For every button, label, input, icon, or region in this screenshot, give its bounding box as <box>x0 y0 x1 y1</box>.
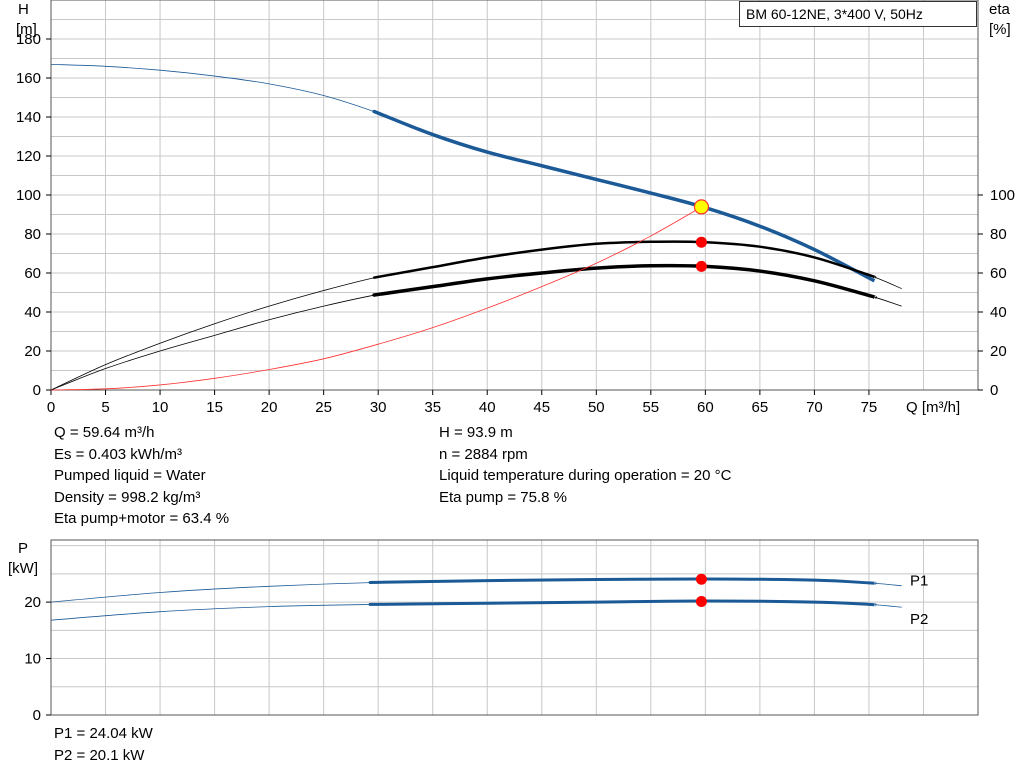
info-head: H = 93.9 m <box>439 424 513 441</box>
info-eta-total: Eta pump+motor = 63.4 % <box>54 510 230 528</box>
x-tick-label: 30 <box>370 399 387 416</box>
series-head-operating-range <box>372 109 876 283</box>
y-tick-label: 100 <box>16 187 41 204</box>
duty-point-head <box>693 199 710 215</box>
y-tick-label: 140 <box>16 109 41 126</box>
x-tick-label: 15 <box>206 399 223 416</box>
x-tick-label: 70 <box>806 399 823 416</box>
y-tick-label: 160 <box>16 70 41 87</box>
y-tick-label: 40 <box>24 304 41 321</box>
power-y-axis-title-line1: P <box>18 540 28 557</box>
power-series-label-P1: P1 <box>910 573 928 590</box>
x-tick-label: 45 <box>533 399 550 416</box>
x-tick-label: 65 <box>752 399 769 416</box>
x-tick-label: 25 <box>315 399 332 416</box>
main-grid <box>50 0 979 391</box>
series-eta_total-operating-range <box>372 263 877 299</box>
y-tick-label: 20 <box>24 343 41 360</box>
power-series-label-P2: P2 <box>910 611 928 628</box>
power-y-tick-label: 20 <box>24 594 41 611</box>
chart-title: BM 60-12NE, 3*400 V, 50Hz <box>739 1 977 27</box>
power-series-P2-operating-range <box>368 599 877 607</box>
power-y-tick-label: 10 <box>24 651 41 668</box>
duty-info-right: H = 93.9 m n = 2884 rpm Liquid temperatu… <box>439 422 731 508</box>
series-head-line <box>50 63 875 282</box>
y-axis-title-line1: H <box>18 1 29 18</box>
y-tick-label: 60 <box>24 265 41 282</box>
y2-tick-label: 0 <box>990 382 998 399</box>
x-tick-label: 50 <box>588 399 605 416</box>
power-info: P1 = 24.04 kW P2 = 20.1 kW <box>54 723 153 766</box>
y-tick-label: 0 <box>33 382 41 399</box>
series-eta_pump-operating-range <box>372 240 877 279</box>
series-eta_total-line <box>50 265 902 391</box>
x-tick-label: 0 <box>47 399 55 416</box>
x-axis-title: Q [m³/h] <box>906 399 960 416</box>
power-series-P1-operating-range <box>368 577 877 585</box>
x-tick-label: 40 <box>479 399 496 416</box>
power-series-P1-line <box>50 578 902 603</box>
y-tick-label: 120 <box>16 148 41 165</box>
y2-tick-label: 80 <box>990 226 1007 243</box>
info-density: Density = 998.2 kg/m³ <box>54 488 201 506</box>
power-duty-point <box>695 573 707 585</box>
y-axis-title-line2: [m] <box>16 21 37 38</box>
y2-axis-title-line1: eta <box>989 1 1011 18</box>
info-eta-pump: Eta pump = 75.8 % <box>439 488 567 506</box>
y-tick-label: 180 <box>16 31 41 48</box>
power-y-tick-label: 0 <box>33 707 41 724</box>
info-p2: P2 = 20.1 kW <box>54 746 145 764</box>
x-tick-label: 60 <box>697 399 714 416</box>
x-tick-label: 75 <box>861 399 878 416</box>
info-temperature: Liquid temperature during operation = 20… <box>439 467 732 485</box>
y2-tick-label: 100 <box>990 187 1015 204</box>
x-tick-label: 35 <box>424 399 441 416</box>
y2-axis-title-line2: [%] <box>989 21 1011 38</box>
info-liquid: Pumped liquid = Water <box>54 467 206 485</box>
info-p1: P1 = 24.04 kW <box>54 725 153 742</box>
duty-info-left: Q = 59.64 m³/h Es = 0.403 kWh/m³ Pumped … <box>54 422 229 530</box>
y-tick-label: 80 <box>24 226 41 243</box>
duty-point-eta <box>695 260 707 272</box>
power-grid <box>50 540 979 716</box>
y2-tick-label: 40 <box>990 304 1007 321</box>
x-tick-label: 20 <box>261 399 278 416</box>
info-energy: Es = 0.403 kWh/m³ <box>54 445 182 463</box>
info-speed: n = 2884 rpm <box>439 445 528 463</box>
power-y-axis-title-line2: [kW] <box>8 560 38 577</box>
power-duty-point <box>695 596 707 608</box>
series-eta_pump-line <box>50 241 902 391</box>
y2-tick-label: 20 <box>990 343 1007 360</box>
duty-point-eta <box>695 236 707 248</box>
info-flow: Q = 59.64 m³/h <box>54 424 155 441</box>
x-tick-label: 55 <box>642 399 659 416</box>
x-tick-label: 5 <box>101 399 109 416</box>
x-tick-label: 10 <box>152 399 169 416</box>
y2-tick-label: 60 <box>990 265 1007 282</box>
series-system-line <box>50 204 706 391</box>
power-frame <box>50 539 979 716</box>
